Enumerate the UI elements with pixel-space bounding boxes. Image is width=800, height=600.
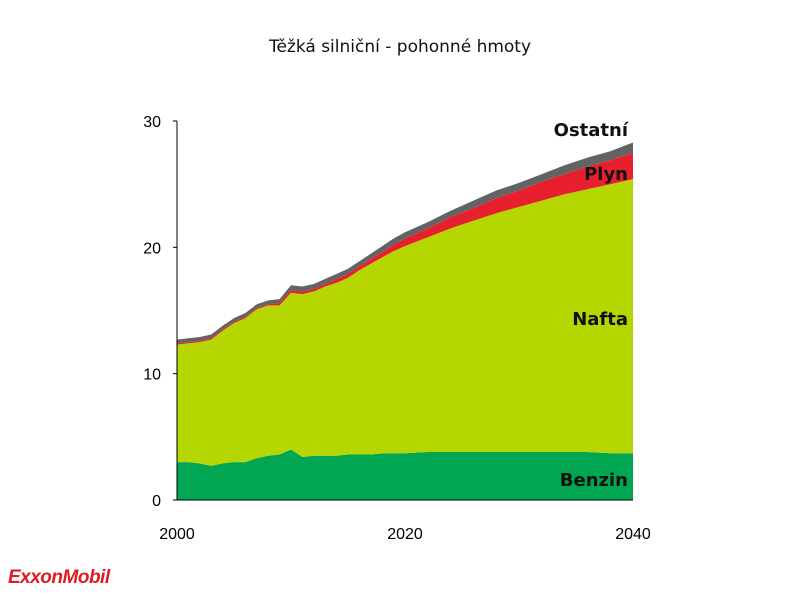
y-tick-label: 20 <box>143 240 161 257</box>
series-label: Benzin <box>560 470 628 491</box>
series-label: Plyn <box>584 164 628 185</box>
x-tick-label: 2040 <box>615 526 651 543</box>
series-labels: Benzin Nafta Plyn Ostatní <box>554 120 629 491</box>
chart-axes: 0 10 20 30 2000 2020 2040 <box>143 114 651 543</box>
exxonmobil-logo: ExxonMobil <box>8 567 110 588</box>
x-tick-label: 2000 <box>159 526 195 543</box>
area-2 <box>177 179 633 466</box>
chart-title: Těžká silniční - pohonné hmoty <box>268 37 531 57</box>
y-tick-label: 10 <box>143 367 161 384</box>
chart-areas <box>177 142 633 500</box>
series-label: Ostatní <box>554 120 629 141</box>
x-tick-label: 2020 <box>387 526 423 543</box>
area-1 <box>177 449 633 500</box>
area-3 <box>177 152 633 345</box>
y-tick-label: 30 <box>143 114 161 131</box>
series-label: Nafta <box>572 309 628 330</box>
y-tick-label: 0 <box>152 493 161 510</box>
area-4 <box>177 142 633 344</box>
